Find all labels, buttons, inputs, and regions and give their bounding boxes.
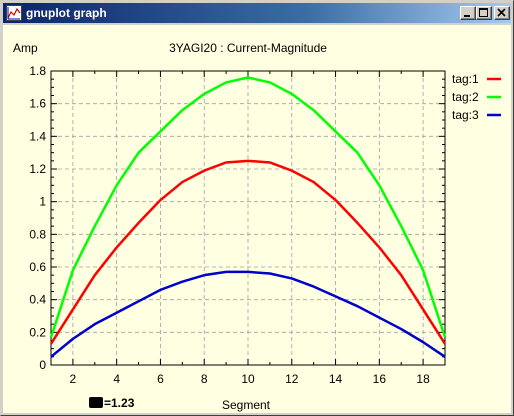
- y-tick-label: 1.4: [29, 129, 46, 143]
- x-tick-label: 10: [241, 372, 255, 386]
- legend-label: tag:2: [452, 90, 479, 104]
- plot-area[interactable]: Amp 3YAGI20 : Current-Magnitude Segment …: [3, 25, 511, 413]
- chart-title: 3YAGI20 : Current-Magnitude: [169, 41, 327, 55]
- x-axis-label: Segment: [222, 398, 271, 412]
- x-tick-label: 4: [113, 372, 120, 386]
- legend-label: tag:3: [452, 108, 479, 122]
- y-tick-label: 0.8: [29, 227, 46, 241]
- x-tick-label: 12: [285, 372, 299, 386]
- minimize-icon: [464, 15, 470, 17]
- axes: 2 4 6 8 10 12 14 16 18 0 0.2 0.4 0.6 0.8 1 1.2 1.4 1.6 1.8: [29, 64, 446, 386]
- y-tick-label: 0.2: [29, 325, 46, 339]
- status-value: =1.23: [104, 396, 135, 410]
- legend-label: tag:1: [452, 72, 479, 86]
- close-icon: [497, 8, 506, 17]
- series-line-tag-3: [50, 270, 446, 358]
- maximize-icon: [479, 8, 488, 17]
- status-readout: =1.23: [89, 396, 134, 410]
- minimize-button[interactable]: [460, 6, 476, 20]
- series-layer: [49, 76, 447, 358]
- status-glyph: [89, 397, 103, 408]
- y-tick-label: 0.4: [29, 293, 46, 307]
- y-tick-label: 1.2: [29, 162, 46, 176]
- y-axis-label: Amp: [13, 41, 38, 55]
- y-tick-label: 1: [39, 195, 46, 209]
- x-tick-label: 2: [70, 372, 77, 386]
- y-tick-label: 0: [39, 358, 46, 372]
- gnuplot-graph-icon[interactable]: [6, 5, 22, 21]
- x-tick-label: 18: [416, 372, 430, 386]
- window-title: gnuplot graph: [26, 6, 107, 20]
- y-tick-label: 0.6: [29, 260, 46, 274]
- close-button[interactable]: [494, 6, 510, 20]
- x-tick-label: 14: [329, 372, 343, 386]
- series-line-tag-1: [49, 159, 447, 345]
- title-bar[interactable]: gnuplot graph: [3, 3, 511, 23]
- y-tick-label: 1.8: [29, 64, 46, 78]
- x-tick-label: 8: [201, 372, 208, 386]
- maximize-button[interactable]: [476, 6, 492, 20]
- plot-canvas[interactable]: Amp 3YAGI20 : Current-Magnitude Segment …: [3, 25, 511, 413]
- x-tick-label: 16: [373, 372, 387, 386]
- y-tick-label: 1.6: [29, 97, 46, 111]
- x-tick-label: 6: [157, 372, 164, 386]
- legend: tag:1 tag:2 tag:3: [452, 72, 501, 122]
- series-line-tag-2: [49, 76, 447, 338]
